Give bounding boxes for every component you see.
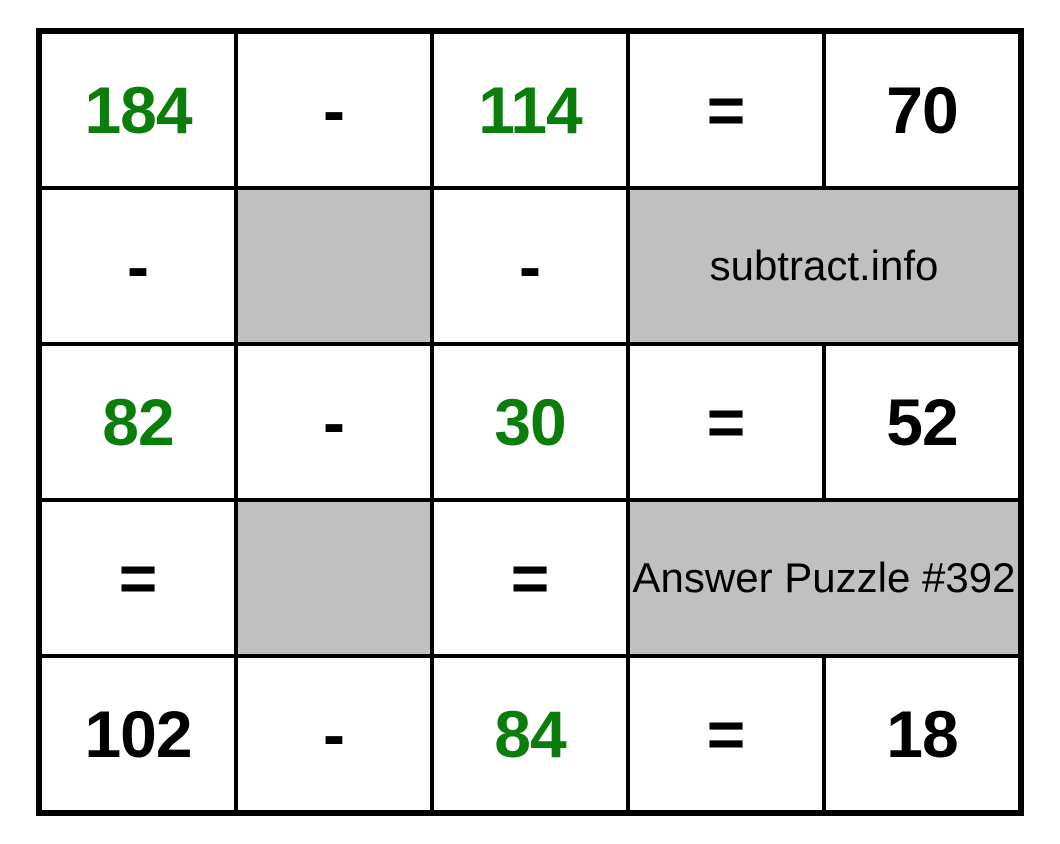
operator-equals: = (119, 542, 158, 615)
value: 52 (886, 386, 957, 459)
cell-r0c4: 70 (824, 32, 1020, 188)
value: 82 (102, 386, 173, 459)
cell-r0c3: = (628, 32, 824, 188)
cell-r3-puzzle-info: Answer Puzzle #392 (628, 500, 1020, 656)
value: 84 (494, 698, 565, 771)
operator-minus: - (323, 386, 345, 459)
cell-r2c1: - (236, 344, 432, 500)
value: 114 (478, 74, 581, 147)
operator-equals: = (511, 542, 550, 615)
operator-minus: - (127, 230, 149, 303)
cell-r1c2: - (432, 188, 628, 344)
cell-r1c0: - (40, 188, 236, 344)
cell-r1c1-blank (236, 188, 432, 344)
cell-r2c4: 52 (824, 344, 1020, 500)
operator-minus: - (323, 74, 345, 147)
operator-minus: - (519, 230, 541, 303)
cell-r4c3: = (628, 656, 824, 812)
value: 30 (494, 386, 565, 459)
site-label: subtract.info (710, 243, 939, 289)
cell-r3c1-blank (236, 500, 432, 656)
cell-r4c2: 84 (432, 656, 628, 812)
cell-r4c0: 102 (40, 656, 236, 812)
cell-r1-site-info: subtract.info (628, 188, 1020, 344)
operator-equals: = (707, 74, 746, 147)
cell-r2c0: 82 (40, 344, 236, 500)
cell-r2c3: = (628, 344, 824, 500)
cell-r4c4: 18 (824, 656, 1020, 812)
cell-r0c1: - (236, 32, 432, 188)
puzzle-grid: 184 - 114 = 70 - - subtract.info 82 - 30… (36, 28, 1024, 816)
value: 184 (84, 74, 191, 147)
cell-r2c2: 30 (432, 344, 628, 500)
cell-r3c2: = (432, 500, 628, 656)
value: 102 (84, 698, 191, 771)
operator-minus: - (323, 698, 345, 771)
cell-r0c0: 184 (40, 32, 236, 188)
value: 70 (886, 74, 957, 147)
value: 18 (886, 698, 957, 771)
operator-equals: = (707, 386, 746, 459)
cell-r3c0: = (40, 500, 236, 656)
cell-r4c1: - (236, 656, 432, 812)
cell-r0c2: 114 (432, 32, 628, 188)
puzzle-label: Answer Puzzle #392 (633, 555, 1016, 601)
operator-equals: = (707, 698, 746, 771)
